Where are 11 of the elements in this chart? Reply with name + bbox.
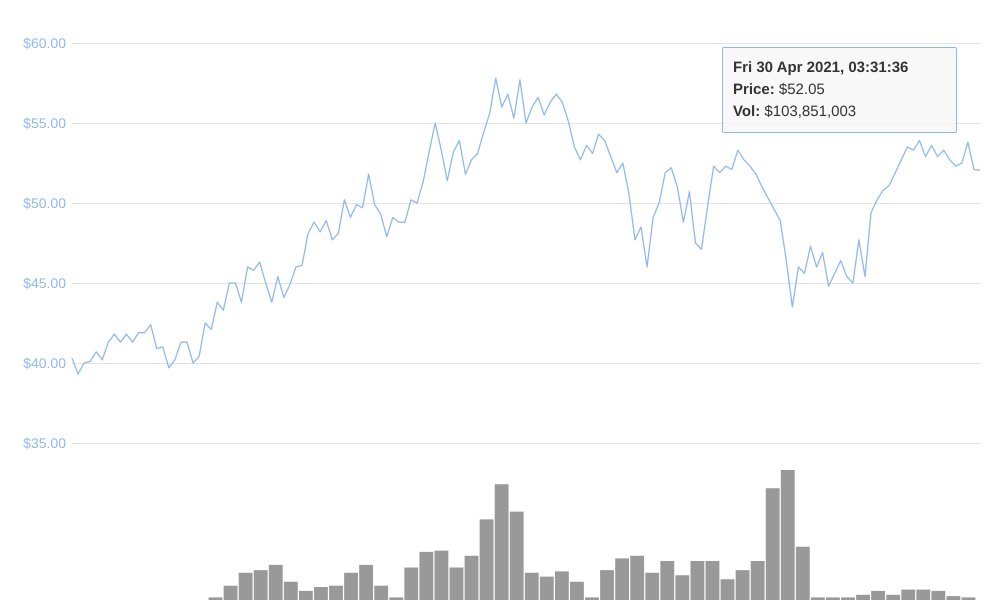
y-tick-label: $45.00 xyxy=(23,275,66,291)
line-series xyxy=(71,78,981,375)
y-tick-label: $55.00 xyxy=(23,115,66,131)
y-tick-label: $60.00 xyxy=(23,35,66,51)
annotation: Fri 30 Apr 2021, 03:31:36 xyxy=(733,59,908,76)
y-tick-label: $40.00 xyxy=(23,355,66,371)
annotation: Vol: $103,851,003 xyxy=(733,102,858,122)
y-tick-label: $35.00 xyxy=(23,435,66,451)
annotation: Price: $52.05 xyxy=(733,80,826,100)
tooltip-box: Fri 30 Apr 2021, 03:31:36 Price: $52.05 Vol: $103,851,003 xyxy=(722,47,957,133)
y-tick-label: $50.00 xyxy=(23,195,66,211)
